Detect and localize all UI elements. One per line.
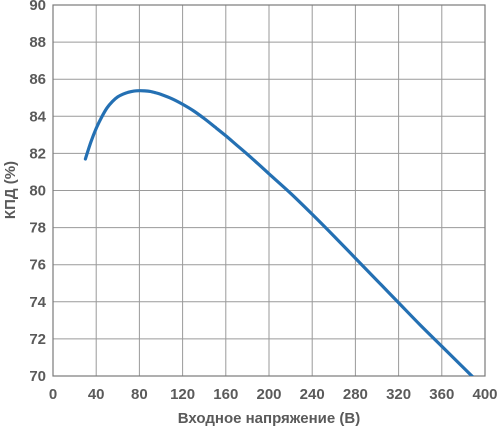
grid-lines xyxy=(52,4,486,377)
x-axis-title: Входное напряжение (В) xyxy=(178,410,360,427)
x-tick-label: 40 xyxy=(88,386,105,403)
y-tick-label: 74 xyxy=(29,294,46,311)
y-tick-label: 72 xyxy=(29,331,46,348)
x-tick-label: 80 xyxy=(131,386,148,403)
y-tick-label: 82 xyxy=(29,145,46,162)
x-tick-label: 360 xyxy=(429,386,454,403)
x-tick-label: 120 xyxy=(170,386,195,403)
y-tick-label: 86 xyxy=(29,71,46,88)
x-tick-label: 400 xyxy=(472,386,497,403)
x-tick-labels: 0 40 80 120 160 200 240 280 320 360 400 xyxy=(49,386,498,403)
x-tick-label: 0 xyxy=(49,386,57,403)
x-tick-label: 200 xyxy=(256,386,281,403)
y-tick-label: 78 xyxy=(29,220,46,237)
series-layer xyxy=(83,89,475,376)
y-axis-title: КПД (%) xyxy=(2,161,19,219)
x-tick-label: 320 xyxy=(386,386,411,403)
plot-frame xyxy=(52,4,486,377)
x-tick-label: 240 xyxy=(300,386,325,403)
y-tick-label: 84 xyxy=(29,108,46,125)
efficiency-series-line xyxy=(83,89,475,376)
y-tick-label: 88 xyxy=(29,34,46,51)
y-tick-label: 70 xyxy=(29,368,46,385)
y-tick-label: 80 xyxy=(29,183,46,200)
x-tick-label: 280 xyxy=(343,386,368,403)
x-tick-label: 160 xyxy=(213,386,238,403)
y-tick-label: 76 xyxy=(29,257,46,274)
y-tick-labels: 70 72 74 76 78 80 82 84 86 88 90 xyxy=(29,0,46,385)
y-tick-label: 90 xyxy=(29,0,46,14)
